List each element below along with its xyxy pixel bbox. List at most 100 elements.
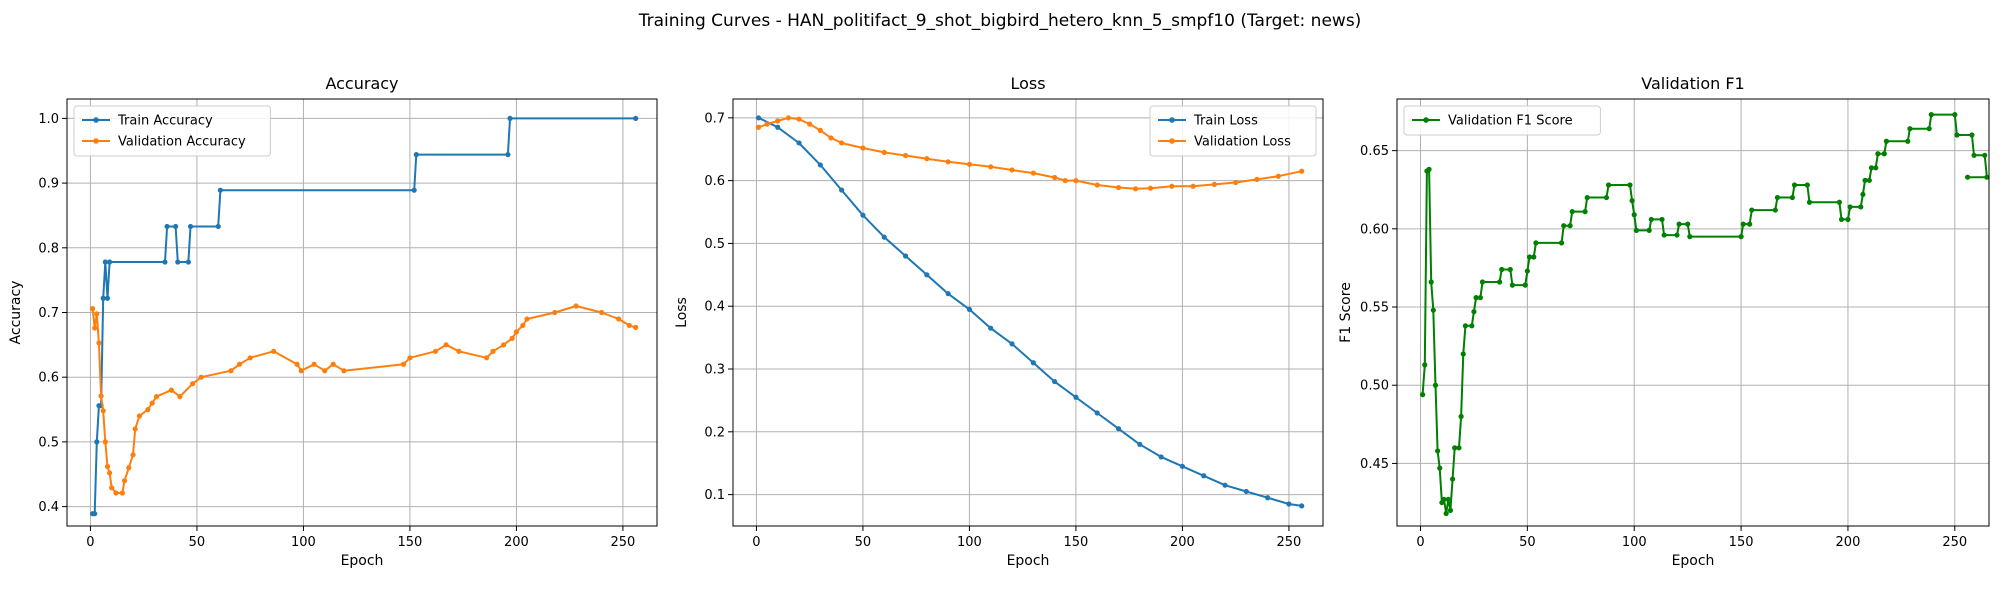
chart-loss-title: Loss	[1010, 74, 1045, 93]
chart-accuracy-point-validation-accuracy	[121, 478, 128, 484]
chart-accuracy-point-validation-accuracy	[145, 406, 151, 413]
chart-accuracy-point-train-accuracy	[217, 187, 223, 193]
chart-validation-f1-point-validation-f1-score	[1430, 307, 1436, 313]
chart-loss-ytick-label: 0.2	[704, 425, 725, 440]
chart-accuracy-line-validation-accuracy	[91, 305, 636, 494]
chart-loss-point-validation-loss	[1169, 183, 1175, 189]
chart-loss-point-validation-loss	[1094, 182, 1100, 188]
chart-validation-f1-point-validation-f1-score	[1791, 182, 1798, 188]
chart-validation-f1-ytick-label: 0.65	[1360, 144, 1389, 159]
chart-validation-f1-point-validation-f1-score	[1631, 212, 1637, 218]
chart-loss-point-validation-loss	[839, 140, 845, 146]
chart-validation-f1-point-validation-f1-score	[1435, 448, 1441, 454]
chart-validation-f1-point-validation-f1-score	[1443, 510, 1449, 517]
chart-loss-legend-label-validation-loss: Validation Loss	[1194, 135, 1291, 150]
chart-loss-point-validation-loss	[860, 145, 866, 151]
chart-loss-point-validation-loss	[1009, 167, 1015, 173]
chart-accuracy-point-validation-accuracy	[132, 426, 138, 432]
chart-validation-f1-point-validation-f1-score	[1569, 209, 1575, 215]
chart-loss-point-validation-loss	[945, 159, 951, 165]
chart-accuracy-point-validation-accuracy	[311, 361, 317, 367]
chart-validation-f1-point-validation-f1-score	[1629, 198, 1635, 204]
chart-validation-f1-point-validation-f1-score	[1479, 279, 1486, 285]
chart-accuracy-point-validation-accuracy	[484, 355, 490, 361]
chart-validation-f1-point-validation-f1-score	[1836, 199, 1842, 205]
chart-accuracy-xtick-label: 200	[504, 535, 529, 550]
chart-validation-f1-point-validation-f1-score	[1496, 279, 1503, 285]
chart-accuracy-point-validation-accuracy	[271, 348, 277, 354]
chart-accuracy-point-validation-accuracy	[136, 413, 143, 419]
chart-loss-point-validation-loss	[1211, 181, 1217, 187]
chart-accuracy-point-validation-accuracy	[509, 335, 515, 341]
chart-loss-legend-box	[1149, 105, 1317, 157]
chart-loss-point-train-loss	[1179, 463, 1186, 469]
chart-loss-point-train-loss	[860, 212, 866, 218]
chart-loss-point-train-loss	[796, 140, 802, 146]
chart-validation-f1-point-validation-f1-score	[1499, 266, 1505, 273]
chart-accuracy-point-validation-accuracy	[94, 311, 100, 317]
chart-validation-f1-point-validation-f1-score	[1982, 152, 1988, 158]
chart-accuracy-ytick-label: 0.5	[38, 435, 59, 450]
chart-validation-f1-point-validation-f1-score	[1789, 194, 1795, 201]
chart-validation-f1-point-validation-f1-score	[1862, 177, 1868, 183]
chart-accuracy-point-validation-accuracy	[341, 368, 347, 374]
chart-loss-point-validation-loss	[988, 164, 994, 170]
chart-validation-f1-point-validation-f1-score	[1507, 266, 1513, 273]
chart-accuracy-point-validation-accuracy	[322, 368, 328, 374]
chart-accuracy-point-validation-accuracy	[168, 387, 174, 393]
chart-loss-xtick-label: 0	[752, 535, 760, 550]
chart-validation-f1-point-validation-f1-score	[1969, 132, 1975, 138]
chart-validation-f1-point-validation-f1-score	[1428, 279, 1434, 285]
chart-loss-ytick-label: 0.6	[704, 174, 725, 189]
chart-accuracy-series-validation-accuracy	[89, 303, 639, 496]
chart-accuracy-point-validation-accuracy	[400, 361, 407, 367]
chart-validation-f1-point-validation-f1-score	[1437, 465, 1443, 471]
chart-validation-f1-point-validation-f1-score	[1661, 232, 1667, 238]
chart-loss-legend: Train Loss Validation Loss	[1149, 105, 1317, 157]
chart-accuracy-ylabel: Accuracy	[8, 281, 24, 345]
chart-accuracy-point-validation-accuracy	[490, 348, 496, 354]
chart-validation-f1-point-validation-f1-score	[1584, 194, 1590, 201]
chart-validation-f1-point-validation-f1-score	[1426, 166, 1432, 172]
chart-validation-f1-point-validation-f1-score	[1674, 232, 1680, 238]
chart-validation-f1-point-validation-f1-score	[1847, 204, 1853, 210]
chart-validation-f1-point-validation-f1-score	[1749, 207, 1755, 213]
chart-loss-point-validation-loss	[1115, 184, 1122, 191]
chart-validation-f1-point-validation-f1-score	[1881, 151, 1887, 157]
chart-loss-point-train-loss	[1158, 454, 1164, 460]
chart-loss-point-validation-loss	[1132, 186, 1139, 192]
chart-validation-f1-point-validation-f1-score	[1531, 254, 1537, 260]
chart-accuracy-point-validation-accuracy	[626, 322, 632, 329]
chart-validation-f1-point-validation-f1-score	[1558, 240, 1565, 246]
chart-validation-f1-point-validation-f1-score	[1984, 174, 1990, 180]
chart-validation-f1-point-validation-f1-score	[1804, 182, 1810, 188]
chart-validation-f1-axes-frame	[1396, 98, 1990, 527]
chart-accuracy-point-validation-accuracy	[616, 316, 622, 322]
chart-validation-f1-point-validation-f1-score	[1838, 216, 1845, 223]
chart-validation-f1-point-validation-f1-score	[1460, 351, 1466, 357]
figure-suptitle: Training Curves - HAN_politifact_9_shot_…	[638, 11, 1362, 31]
chart-validation-f1-point-validation-f1-score	[1473, 295, 1479, 301]
chart-accuracy-legend: Train Accuracy Validation Accuracy	[73, 105, 271, 157]
chart-accuracy-ytick-label: 0.8	[38, 241, 59, 256]
chart-loss-point-validation-loss	[1254, 176, 1260, 182]
chart-loss-point-validation-loss	[796, 116, 802, 122]
chart-validation-f1-point-validation-f1-score	[1685, 221, 1691, 227]
chart-validation-f1-point-validation-f1-score	[1633, 227, 1639, 233]
chart-accuracy-point-validation-accuracy	[153, 394, 160, 400]
chart-validation-f1-point-validation-f1-score	[1582, 209, 1588, 215]
chart-validation-f1-point-validation-f1-score	[1965, 174, 1971, 180]
chart-accuracy-point-validation-accuracy	[247, 355, 253, 361]
chart-loss-point-validation-loss	[881, 149, 887, 155]
chart-loss-point-train-loss	[881, 234, 887, 240]
chart-accuracy-ytick-label: 0.9	[38, 177, 59, 192]
chart-accuracy-point-validation-accuracy	[119, 490, 125, 496]
chart-validation-f1-point-validation-f1-score	[1928, 112, 1934, 118]
chart-loss-point-validation-loss	[755, 124, 762, 130]
chart-validation-f1-xtick-label: 0	[1416, 535, 1424, 550]
chart-accuracy-point-train-accuracy	[100, 295, 106, 301]
chart-loss-legend-marker-train-loss	[1169, 117, 1175, 123]
chart-validation-f1-point-validation-f1-score	[1469, 323, 1475, 329]
chart-loss-xtick-label: 250	[1277, 535, 1302, 550]
